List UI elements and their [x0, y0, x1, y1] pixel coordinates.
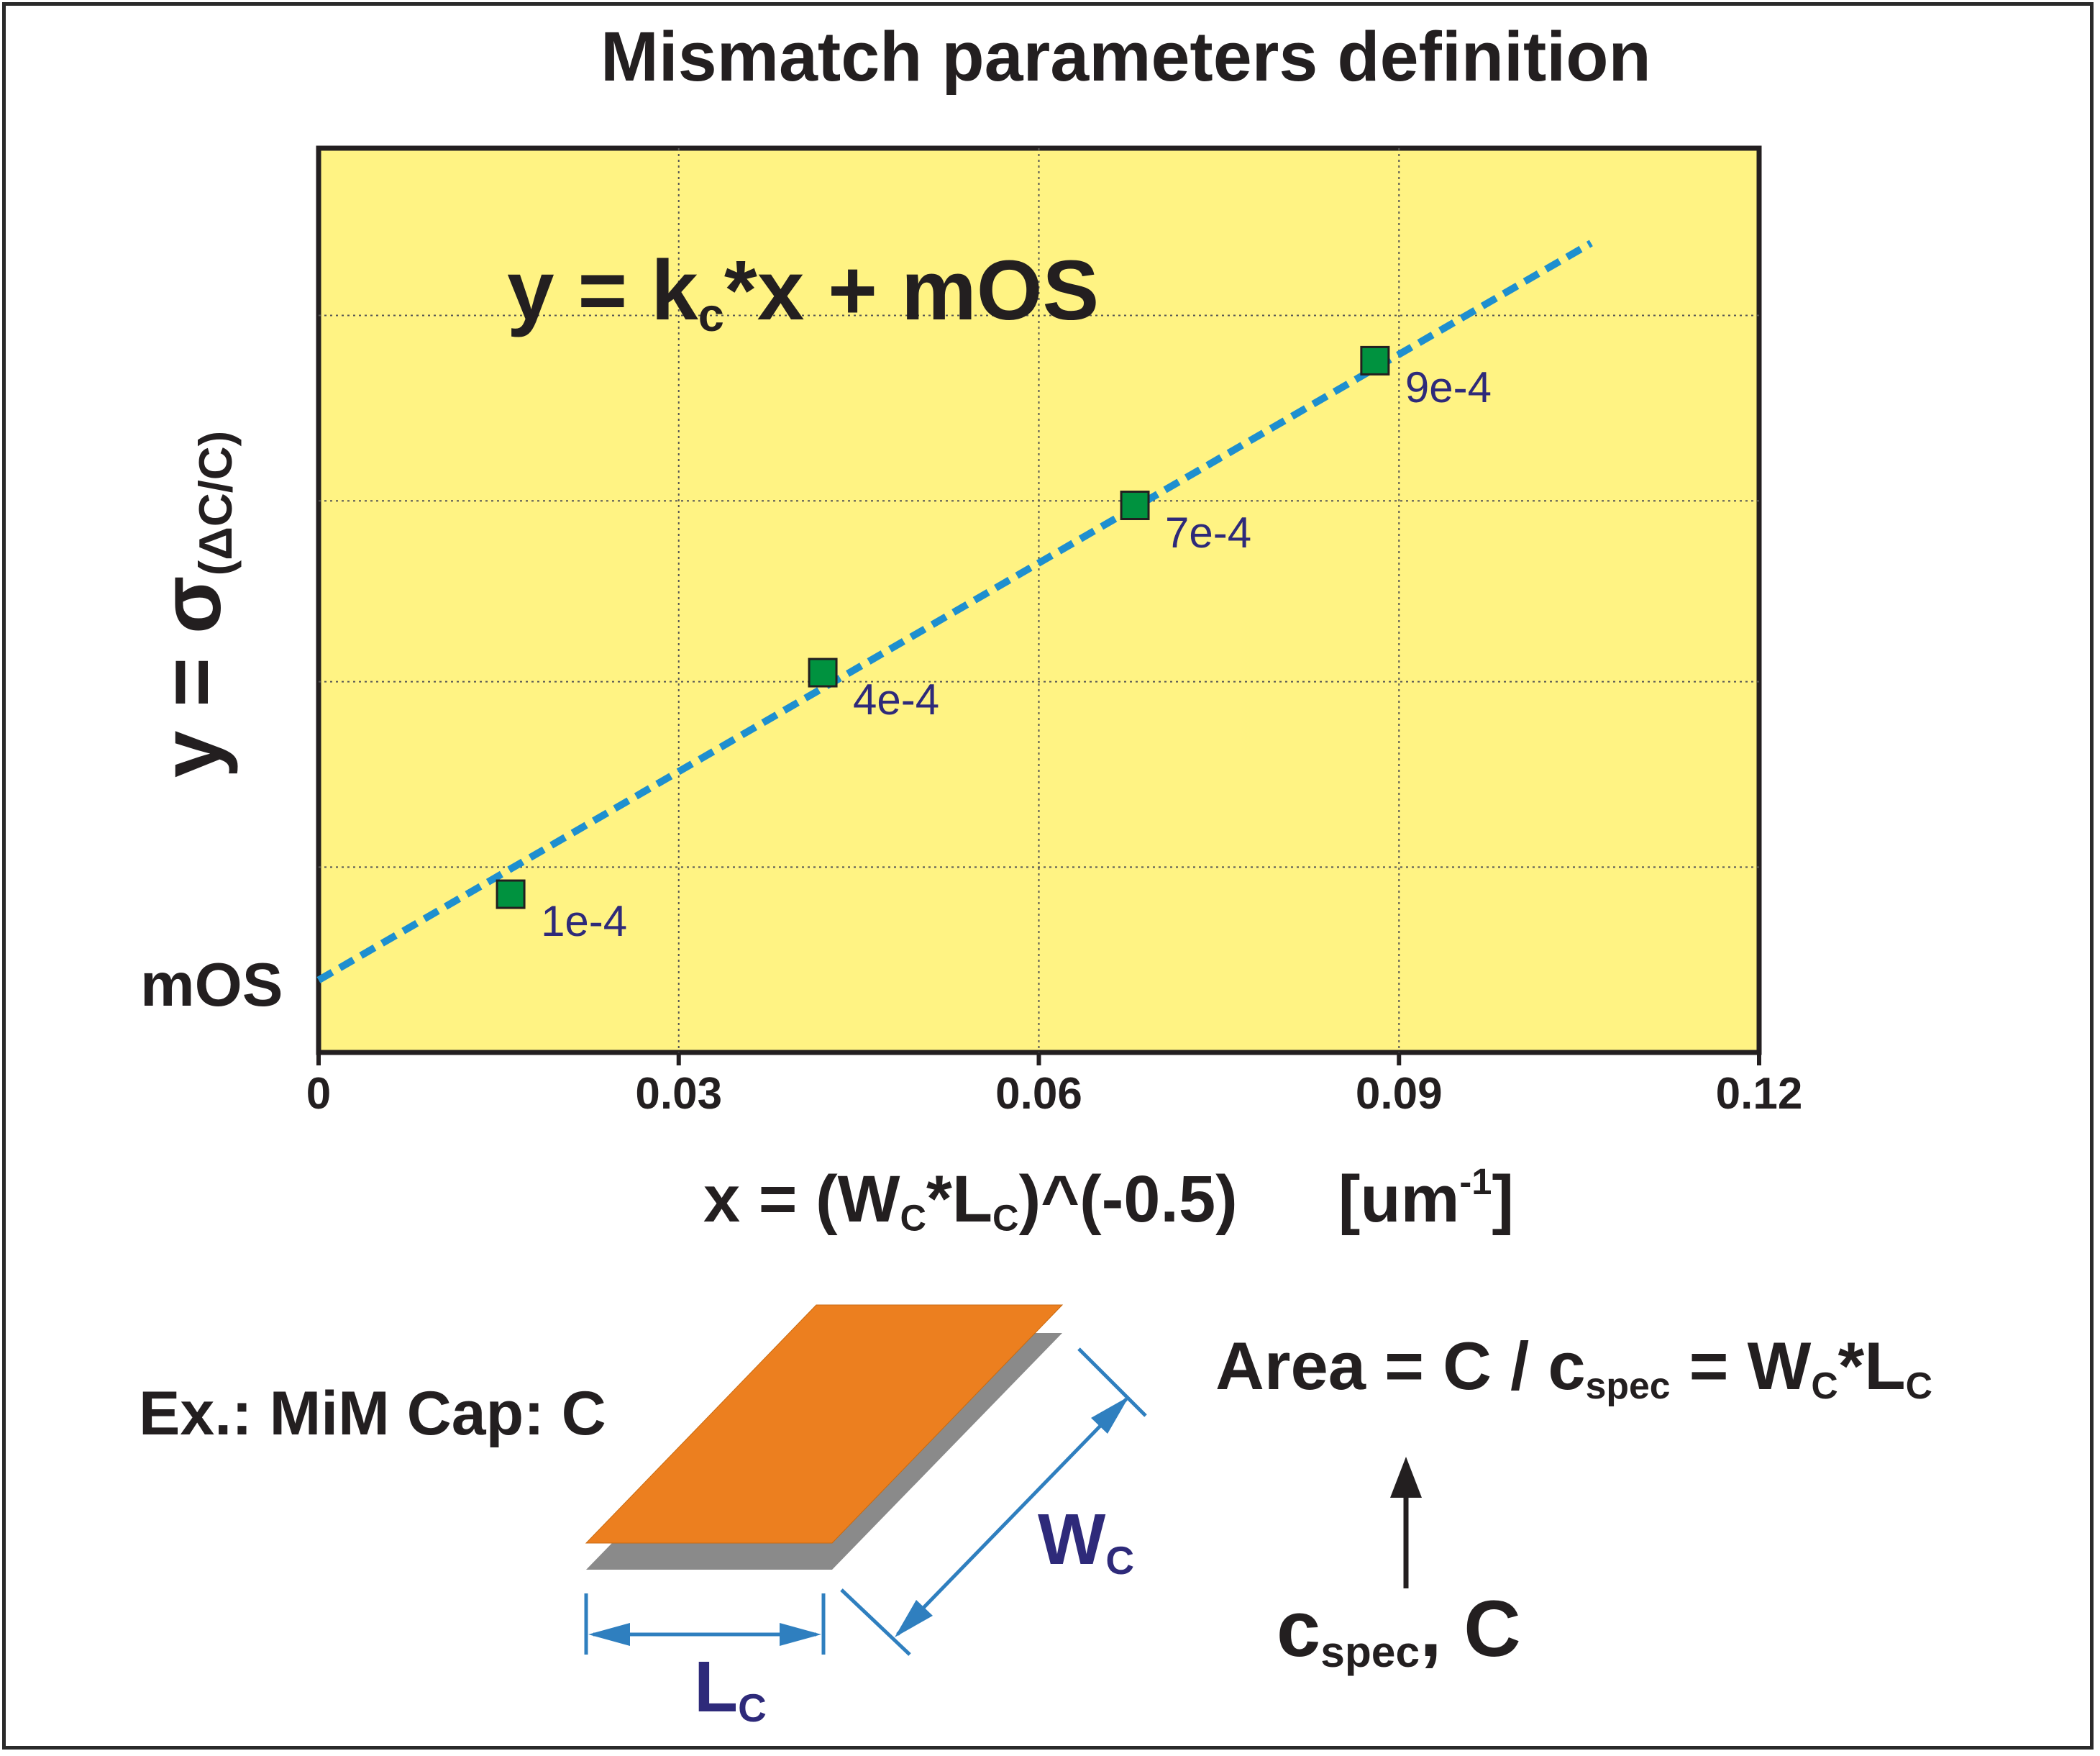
- capacitor-top-plate: [585, 1304, 1064, 1544]
- example-label: Ex.: MiM Cap: C: [139, 1379, 606, 1448]
- point-label: 9e-4: [1405, 363, 1492, 412]
- wc-extension-bottom: [840, 1588, 911, 1656]
- data-point-marker: [808, 658, 838, 688]
- dimension-lines: [584, 1347, 1147, 1656]
- data-point-marker: [1360, 345, 1390, 376]
- point-label: 1e-4: [541, 897, 628, 946]
- y-axis-label: y = σ(ΔC/C): [143, 430, 242, 778]
- wc-arrow-bottom-icon: [895, 1600, 933, 1637]
- point-label: 7e-4: [1165, 508, 1252, 557]
- wc-extension-top: [1077, 1347, 1147, 1417]
- lc-arrow-right-icon: [780, 1623, 821, 1646]
- inputs-label: cspec, C: [1277, 1585, 1521, 1677]
- page-title: Mismatch parameters definition: [601, 17, 1651, 96]
- data-point-marker: [1120, 491, 1150, 521]
- wc-arrow-top-icon: [1091, 1396, 1129, 1434]
- lc-label: LC: [694, 1647, 767, 1730]
- data-markers: [496, 345, 1390, 909]
- fit-equation: y = kc*x + mOS: [507, 243, 1100, 342]
- x-tick-label: 0.09: [1355, 1069, 1443, 1119]
- area-formula: Area = C / cspec = WC*LC: [1215, 1328, 1932, 1406]
- wc-label: WC: [1038, 1499, 1135, 1583]
- point-label: 4e-4: [853, 675, 940, 724]
- wc-dimension-line: [896, 1398, 1128, 1636]
- x-axis-label: x = (WC*LC)^(-0.5) [um-1]: [703, 1161, 1515, 1239]
- data-point-marker: [496, 879, 526, 909]
- x-tick-label: 0.06: [995, 1069, 1082, 1119]
- x-tick-label: 0.12: [1715, 1069, 1803, 1119]
- up-arrow-icon: [1390, 1457, 1422, 1498]
- x-tick-marks: [316, 1052, 1761, 1065]
- x-tick-label: 0: [306, 1069, 332, 1119]
- intercept-label: mOS: [140, 951, 283, 1019]
- grid-lines: [319, 148, 1759, 1052]
- x-tick-label: 0.03: [635, 1069, 723, 1119]
- lc-arrow-left-icon: [588, 1623, 630, 1646]
